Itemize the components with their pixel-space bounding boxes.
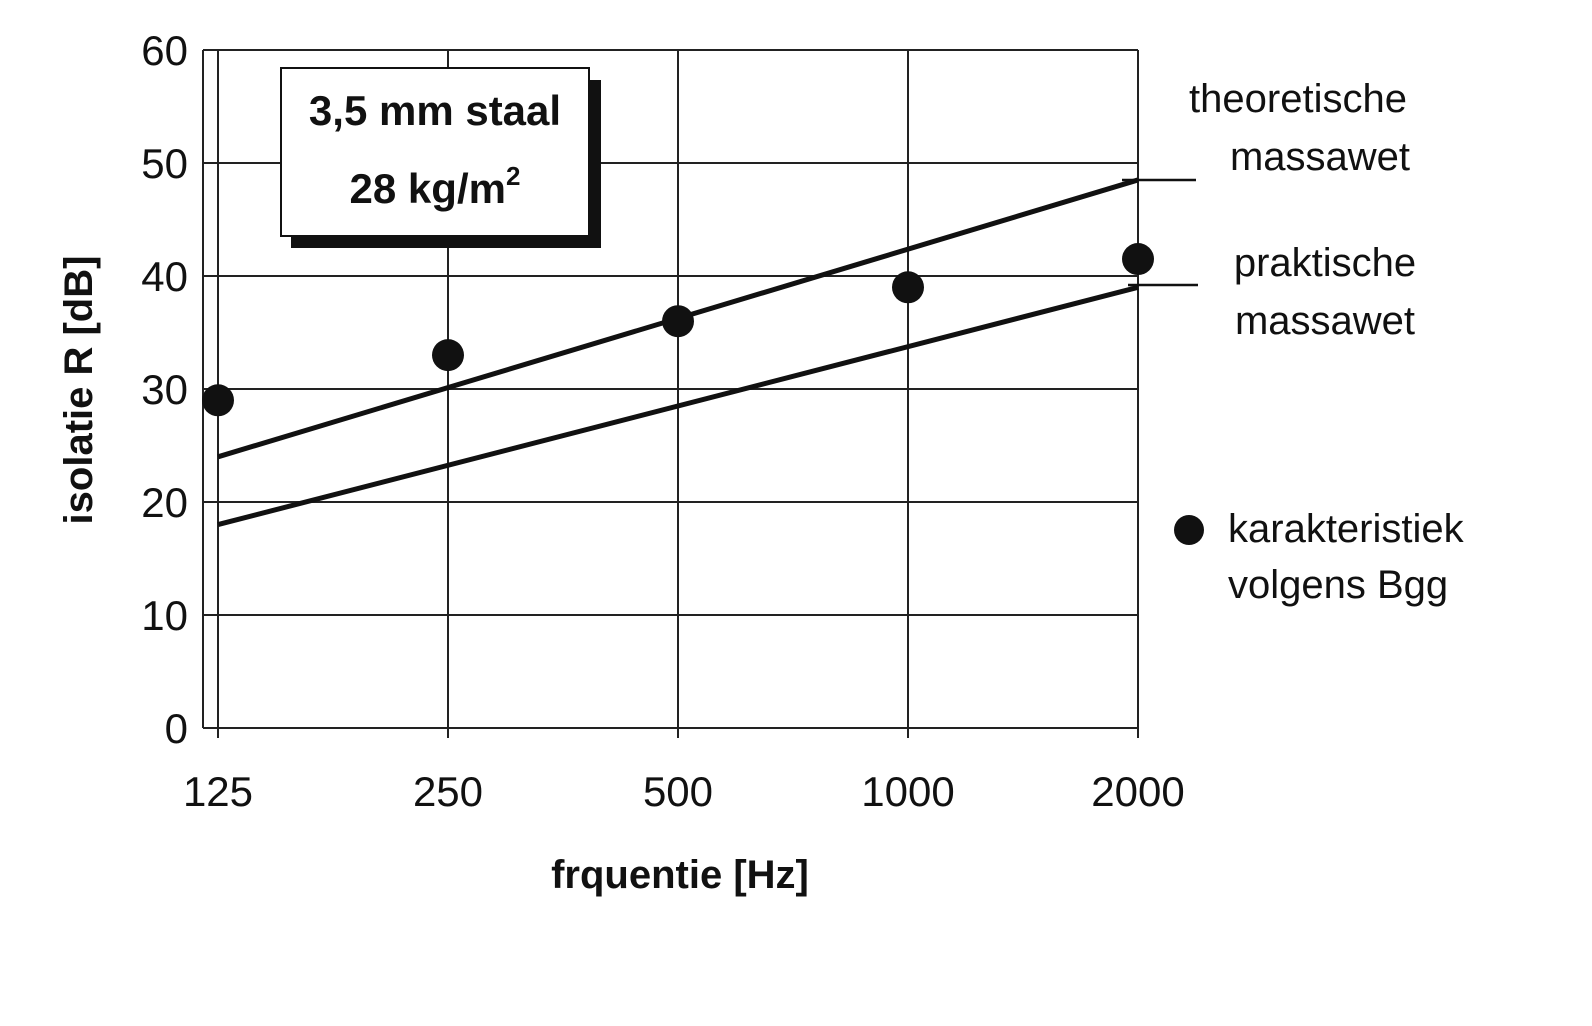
data-points [202, 243, 1154, 417]
x-axis-title: frquentie [Hz] [551, 853, 809, 897]
label-praktische-line1: praktische [1234, 241, 1416, 285]
label-praktische-massawet: praktische massawet [1234, 241, 1416, 343]
annotation-box-frame [280, 67, 590, 237]
data-point-karakteristiek [202, 384, 234, 417]
label-theoretische-line2: massawet [1230, 135, 1410, 179]
y-tick-label: 60 [141, 27, 188, 74]
legend-karakteristiek-line1: karakteristiek [1228, 507, 1465, 551]
y-axis-title: isolatie R [dB] [57, 256, 101, 525]
data-point-karakteristiek [662, 305, 694, 338]
x-tick-label: 250 [413, 768, 483, 815]
y-tick-label: 30 [141, 366, 188, 413]
x-tick-label: 2000 [1091, 768, 1184, 815]
y-tick-label: 50 [141, 140, 188, 187]
y-tick-label: 40 [141, 253, 188, 300]
y-tick-label: 0 [165, 705, 188, 752]
y-axis-ticks: 0 10 20 30 40 50 60 [141, 27, 188, 752]
annotation-line1: 3,5 mm staal [309, 87, 561, 134]
label-theoretische-line1: theoretische [1189, 77, 1407, 121]
annotation-line2: 28 kg/m2 [350, 161, 521, 212]
label-praktische-line2: massawet [1235, 299, 1415, 343]
series-line-praktische [217, 284, 1139, 528]
data-point-karakteristiek [432, 339, 464, 372]
data-point-karakteristiek [1122, 243, 1154, 276]
x-tick-label: 500 [643, 768, 713, 815]
data-point-karakteristiek [892, 271, 924, 304]
legend-karakteristiek: karakteristiek volgens Bgg [1174, 507, 1465, 607]
x-axis-ticks: 125 250 500 1000 2000 [183, 768, 1185, 815]
label-theoretische-massawet: theoretische massawet [1189, 77, 1410, 179]
legend-marker [1174, 515, 1204, 545]
x-tick-label: 1000 [861, 768, 954, 815]
y-tick-label: 10 [141, 592, 188, 639]
x-tick-label: 125 [183, 768, 253, 815]
y-tick-label: 20 [141, 479, 188, 526]
annotation-box: 3,5 mm staal 28 kg/m2 [280, 67, 601, 248]
legend-karakteristiek-line2: volgens Bgg [1228, 563, 1448, 607]
